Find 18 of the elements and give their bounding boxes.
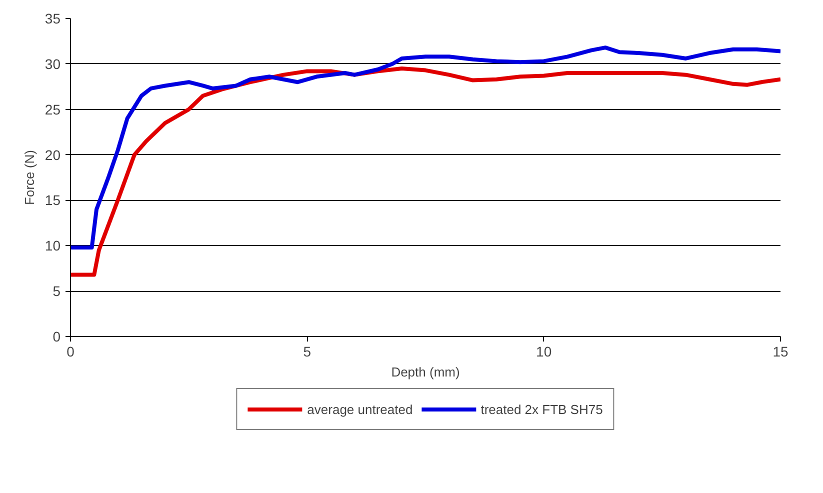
y-tick-label: 20	[44, 146, 61, 163]
x-tick-label: 15	[772, 344, 788, 360]
y-tick-label: 15	[44, 192, 61, 208]
x-axis-title: Depth (mm)	[391, 364, 460, 380]
x-tick-label: 0	[66, 344, 75, 360]
x-tick-label: 5	[303, 344, 312, 360]
legend-label: average untreated	[307, 402, 413, 416]
legend-label: treated 2x FTB SH75	[480, 402, 603, 416]
y-tick-label: 0	[52, 328, 61, 344]
y-tick-label: 30	[44, 56, 61, 72]
y-axis-title: Force (N)	[22, 150, 37, 205]
line-series	[70, 66, 780, 277]
x-tick-label: 10	[536, 344, 552, 360]
line-series	[70, 46, 780, 250]
y-tick-label: 10	[44, 238, 61, 254]
y-tick-label: 25	[44, 101, 61, 118]
y-tick-label: 35	[44, 10, 61, 26]
y-tick-label: 5	[52, 283, 61, 300]
